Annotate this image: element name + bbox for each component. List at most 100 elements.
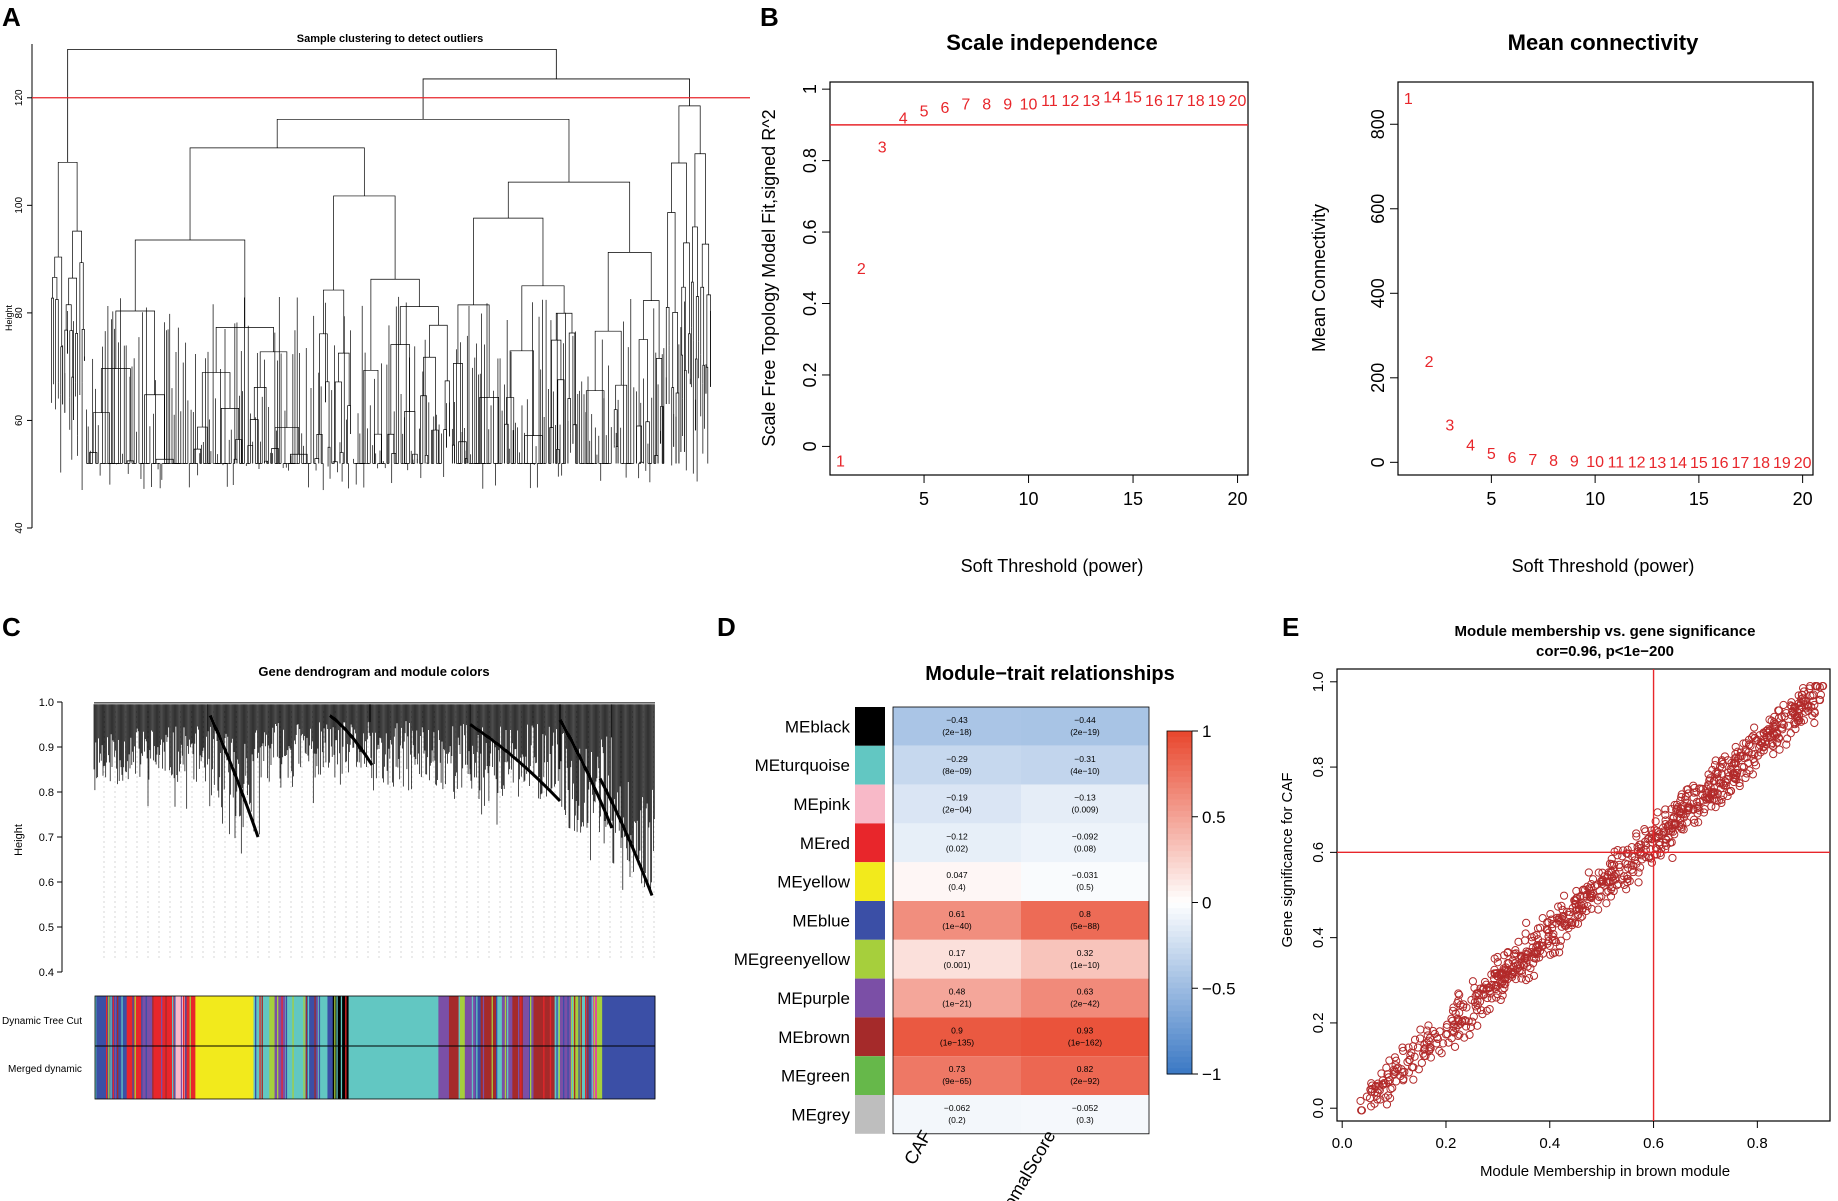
panel-c-gene-tree bbox=[93, 702, 655, 959]
panel-d-heatmap-cell bbox=[893, 1056, 1021, 1095]
panel-a-merge bbox=[65, 304, 72, 331]
panel-d-cell-pvalue: (8e−09) bbox=[942, 766, 972, 776]
panel-c-branch bbox=[329, 714, 374, 766]
panel-b1-point-label: 10 bbox=[1020, 96, 1038, 113]
panel-e-ytick-label: 0.6 bbox=[1310, 842, 1327, 863]
panel-e-point bbox=[1684, 804, 1693, 813]
panel-e-point bbox=[1632, 829, 1641, 838]
panel-e-point bbox=[1602, 899, 1611, 908]
panel-c-module-block bbox=[596, 996, 603, 1099]
panel-e-point bbox=[1532, 949, 1542, 959]
panel-c-module-block bbox=[274, 996, 286, 1099]
panel-e-point bbox=[1479, 983, 1488, 992]
panel-d-legend-gradient-step bbox=[1167, 839, 1192, 846]
panel-e-point bbox=[1491, 969, 1500, 979]
panel-a-merge bbox=[399, 306, 439, 345]
panel-e-point bbox=[1587, 890, 1596, 899]
panel-e-point bbox=[1661, 805, 1670, 814]
panel-e-point bbox=[1597, 877, 1606, 886]
panel-c-module-stripe bbox=[185, 996, 187, 1099]
panel-d-cell-pvalue: (0.08) bbox=[1074, 843, 1096, 853]
panel-b1-ytick-label: 0.2 bbox=[800, 362, 820, 387]
panel-b1-point-label: 15 bbox=[1124, 89, 1142, 106]
panel-e-point bbox=[1667, 838, 1676, 847]
panel-c-module-stripe bbox=[292, 996, 294, 1099]
panel-c-title: Gene dendrogram and module colors bbox=[258, 664, 489, 679]
panel-e-point bbox=[1762, 740, 1771, 749]
panel-a-merge bbox=[424, 454, 429, 464]
panel-d-legend-gradient-step bbox=[1167, 919, 1192, 926]
panel-c-module-stripe bbox=[114, 996, 117, 1099]
panel-c-ytick-label: 1.0 bbox=[39, 697, 54, 709]
panel-d-cell-pvalue: (0.02) bbox=[946, 843, 968, 853]
panel-c-module-stripe bbox=[478, 996, 480, 1099]
panel-e-point bbox=[1717, 795, 1726, 804]
panel-a-merge bbox=[144, 394, 165, 464]
panel-c-module-stripe bbox=[277, 996, 279, 1099]
panel-e-point bbox=[1710, 760, 1720, 770]
panel-d-legend-gradient-step bbox=[1167, 759, 1192, 766]
panel-d-cell-value: 0.48 bbox=[949, 987, 966, 997]
panel-b2-point-label: 13 bbox=[1648, 455, 1666, 472]
panel-e-point bbox=[1583, 882, 1592, 891]
panel-e-mm-vs-gs: Module membership vs. gene significance … bbox=[1279, 623, 1831, 1180]
panel-d-heatmap-cell bbox=[893, 707, 1021, 746]
panel-e-point bbox=[1793, 716, 1803, 726]
panel-c-branch bbox=[208, 714, 260, 838]
panel-e-point bbox=[1808, 691, 1817, 700]
panel-c-module-block bbox=[348, 996, 439, 1099]
panel-e-point bbox=[1677, 792, 1686, 802]
panel-d-row-label: MEblue bbox=[792, 911, 850, 930]
panel-c-module-block bbox=[438, 996, 450, 1099]
panel-e-point bbox=[1562, 932, 1571, 941]
panel-c-row-label-merged: Merged dynamic bbox=[8, 1064, 82, 1075]
panel-d-cell-pvalue: (0.5) bbox=[1076, 882, 1094, 892]
panel-c-module-stripe bbox=[571, 996, 574, 1099]
panel-e-point bbox=[1554, 914, 1563, 923]
panel-d-legend-gradient-step bbox=[1167, 999, 1192, 1006]
panel-e-point bbox=[1386, 1094, 1395, 1103]
panel-e-point bbox=[1537, 941, 1547, 950]
panel-e-point bbox=[1629, 867, 1638, 877]
panel-a-merge bbox=[339, 452, 344, 464]
panel-d-legend-gradient-step bbox=[1167, 925, 1192, 932]
panel-e-point bbox=[1740, 754, 1749, 763]
panel-b2-point-label: 14 bbox=[1669, 455, 1687, 472]
panel-b1-ytick-label: 0.8 bbox=[800, 148, 820, 173]
panel-e-point bbox=[1491, 984, 1500, 994]
panel-d-cell-value: 0.8 bbox=[1079, 909, 1091, 919]
panel-e-point bbox=[1382, 1063, 1391, 1072]
panel-a-sample-clustering: Sample clustering to detect outliers Hei… bbox=[4, 33, 750, 534]
panel-b1-ytick-label: 0 bbox=[800, 441, 820, 451]
panel-d-heatmap-cell bbox=[1021, 862, 1149, 901]
panel-c-module-block bbox=[586, 996, 593, 1099]
panel-a-merge bbox=[323, 289, 345, 354]
panel-e-point bbox=[1559, 891, 1569, 900]
panel-label-e: E bbox=[1282, 612, 1299, 642]
panel-e-point bbox=[1711, 756, 1720, 765]
panel-d-cell-value: 0.63 bbox=[1077, 987, 1094, 997]
panel-d-cell-pvalue: (2e−18) bbox=[942, 727, 972, 737]
panel-a-sample-dendrogram bbox=[51, 48, 711, 491]
panel-e-point bbox=[1733, 766, 1742, 775]
panel-e-point bbox=[1572, 886, 1581, 896]
panel-c-module-stripe bbox=[117, 996, 119, 1099]
panel-d-legend-gradient-step bbox=[1167, 913, 1192, 921]
panel-e-point bbox=[1469, 1012, 1478, 1021]
panel-b2-xtick-label: 10 bbox=[1585, 489, 1605, 509]
panel-d-legend-gradient-step bbox=[1167, 822, 1192, 829]
panel-b1-ytick-label: 1 bbox=[800, 84, 820, 94]
panel-d-legend-gradient-step bbox=[1167, 1039, 1192, 1047]
panel-e-point bbox=[1533, 941, 1542, 950]
panel-e-point bbox=[1614, 879, 1623, 889]
panel-e-point bbox=[1583, 901, 1592, 911]
panel-d-legend-gradient-step bbox=[1167, 993, 1192, 1001]
panel-a-merge bbox=[332, 461, 338, 464]
panel-c-module-block bbox=[459, 996, 466, 1099]
panel-d-cell-value: 0.61 bbox=[949, 909, 966, 919]
panel-e-point bbox=[1681, 809, 1690, 818]
panel-c-module-block bbox=[174, 996, 186, 1099]
panel-c-module-stripe bbox=[261, 996, 263, 1099]
panel-e-point bbox=[1809, 690, 1818, 699]
panel-c-module-stripe bbox=[567, 996, 569, 1099]
